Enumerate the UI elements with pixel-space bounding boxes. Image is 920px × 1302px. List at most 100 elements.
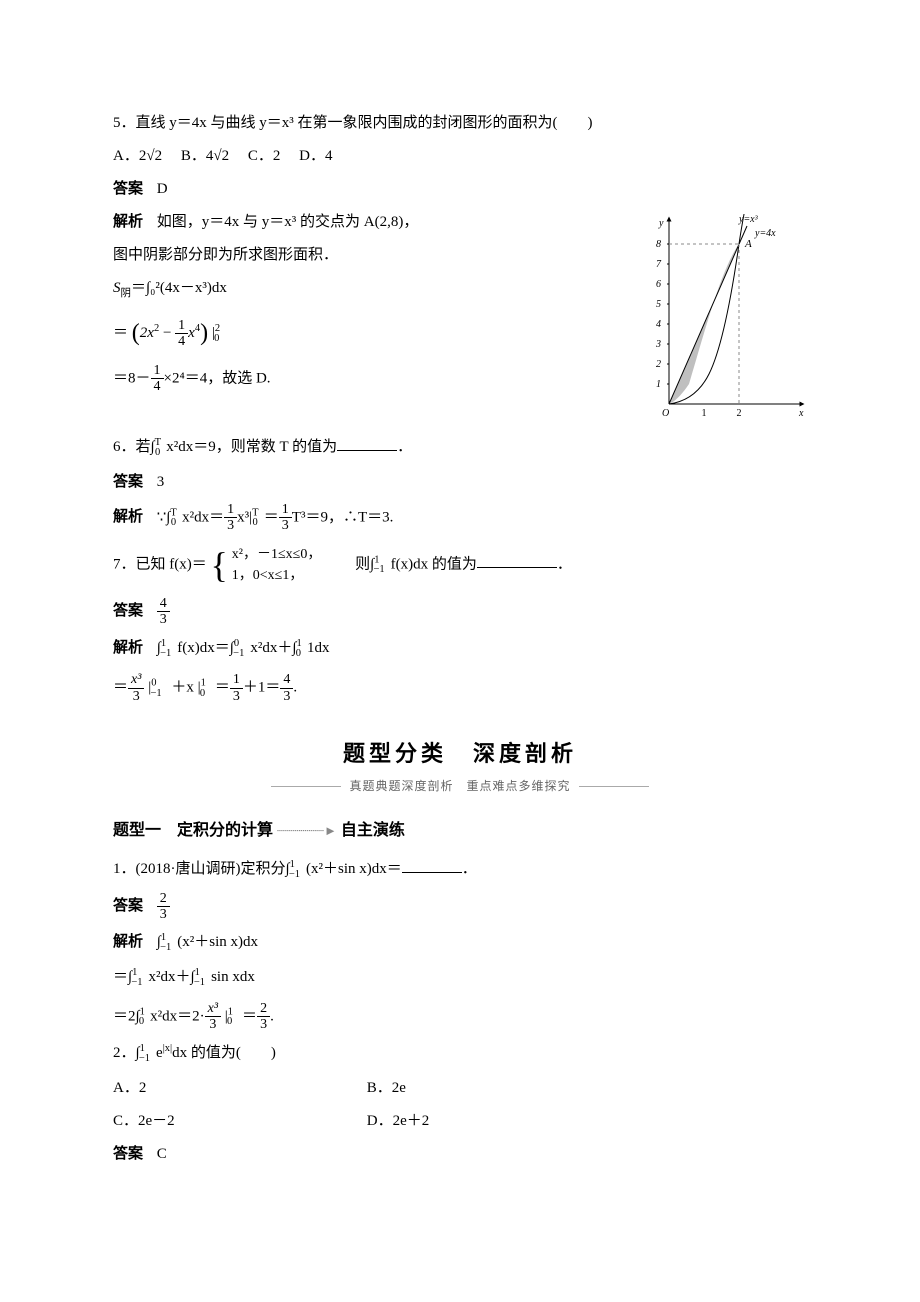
q7-line2: ＝x³3 |0−1 ＋x |10 ＝13＋1＝43. — [113, 672, 807, 704]
svg-text:y: y — [658, 218, 664, 229]
p2-c: dx 的值为( ) — [172, 1045, 276, 1061]
explain-label: 解析 — [113, 509, 143, 525]
l2d: ＝ — [211, 680, 230, 696]
f-den: 3 — [279, 518, 292, 533]
svg-text:1: 1 — [702, 408, 707, 419]
l2a: ＝ — [113, 680, 128, 696]
q7-sa: 则∫ — [355, 556, 374, 572]
case1: x²，－1≤x≤0， — [232, 547, 322, 562]
svg-text:2: 2 — [656, 359, 661, 370]
l2c: sin xdx — [211, 969, 255, 985]
q6-answer: 3 — [157, 474, 165, 490]
abs-exp: |x| — [163, 1043, 172, 1054]
p2-a: 2．∫ — [113, 1045, 140, 1061]
topic-label: 题型一 — [113, 822, 161, 839]
fn: 1 — [230, 672, 243, 688]
term-a: 2x — [140, 325, 154, 341]
svg-text:x: x — [798, 408, 804, 419]
b: −1 — [150, 688, 161, 699]
l2b: x²dx＋∫ — [149, 969, 195, 985]
svg-text:y=4x: y=4x — [754, 228, 776, 239]
svg-text:7: 7 — [656, 259, 662, 270]
frac-den: 4 — [175, 334, 188, 349]
p1-a: 1．(2018·唐山调研)定积分∫ — [113, 861, 290, 877]
p2-b: e — [156, 1045, 163, 1061]
p1-l2: ＝∫1−1x²dx＋∫1−1sin xdx — [113, 964, 807, 993]
b: 0 — [200, 688, 205, 699]
minus: − — [159, 325, 175, 341]
q5-options: A．2√2 B．4√2 C．2 D．4 — [113, 143, 807, 170]
calc-eq: ＝ — [113, 325, 128, 341]
term-b: x — [188, 325, 195, 341]
q6-text: 6．若∫T0x²dx＝9，则常数 T 的值为． — [113, 434, 807, 463]
q7-prefix: 7．已知 f(x)＝ — [113, 556, 207, 572]
fn: 4 — [280, 672, 293, 688]
topic1-row: 题型一 定积分的计算┈┈┈┈┈┈►自主演练 — [113, 817, 807, 846]
answer-label: 答案 — [113, 898, 143, 914]
e-e: T³＝9，∴T＝3. — [292, 509, 394, 525]
q7-sc: ． — [557, 556, 572, 572]
e-d: ＝ — [264, 509, 279, 525]
q6-explain-row: 解析 ∵∫T0x²dx＝13x³|T0＝13T³＝9，∴T＝3. — [113, 502, 807, 534]
fd: 3 — [230, 689, 243, 704]
b: −1 — [194, 977, 205, 988]
calc3-b: ×2⁴＝4，故选 D. — [164, 370, 271, 386]
topic-title: 定积分的计算 — [177, 822, 273, 839]
b: −1 — [289, 869, 300, 880]
answer-label: 答案 — [113, 1146, 143, 1162]
answer-label: 答案 — [113, 181, 143, 197]
l3d: ＝ — [238, 1008, 257, 1024]
q5-answer: D — [157, 181, 168, 197]
fd: 3 — [205, 1017, 221, 1032]
q6-c: ． — [397, 439, 412, 455]
svg-text:6: 6 — [656, 279, 661, 290]
frac-num: 1 — [175, 318, 188, 334]
b: −1 — [139, 1053, 150, 1064]
p2-optC: C．2e－2 — [113, 1108, 363, 1135]
explain-label: 解析 — [113, 214, 143, 230]
l3a: ＝2∫ — [113, 1008, 140, 1024]
p1-text: 1．(2018·唐山调研)定积分∫1−1(x²＋sin x)dx＝． — [113, 856, 807, 885]
p2-optD: D．2e＋2 — [367, 1108, 617, 1135]
p2-opts-row2: C．2e－2 D．2e＋2 — [113, 1108, 807, 1135]
l1b: f(x)dx＝∫ — [177, 640, 234, 656]
e-c: x³| — [237, 509, 252, 525]
svg-text:1: 1 — [656, 379, 661, 390]
i-b: −1 — [373, 564, 384, 575]
svg-text:A: A — [744, 238, 752, 250]
fd: 3 — [257, 1017, 270, 1032]
blank — [477, 554, 557, 568]
svg-text:8: 8 — [656, 239, 661, 250]
svg-text:4: 4 — [656, 319, 661, 330]
int-bot: 0 — [155, 447, 160, 458]
fd: 3 — [157, 907, 170, 922]
calc-body: ＝∫₀²(4x－x³)dx — [131, 280, 227, 296]
q5-optD: D．4 — [299, 148, 332, 164]
fd: 3 — [280, 689, 293, 704]
frac-den: 4 — [151, 379, 164, 394]
explain-label: 解析 — [113, 934, 143, 950]
p2-optB: B．2e — [367, 1075, 617, 1102]
l3e: . — [270, 1008, 274, 1024]
q7-explain-row: 解析 ∫1−1f(x)dx＝∫0−1x²dx＋∫101dx — [113, 635, 807, 664]
e-a: ∵∫ — [157, 509, 171, 525]
fd: 3 — [128, 689, 144, 704]
svg-text:3: 3 — [655, 339, 661, 350]
p1-l3: ＝2∫10x²dx＝2·x³3 |10 ＝23. — [113, 1001, 807, 1033]
l2e: ＋1＝ — [243, 680, 281, 696]
f-num: 1 — [279, 502, 292, 518]
q6-a: 6．若∫ — [113, 439, 155, 455]
l1d: 1dx — [307, 640, 330, 656]
b: 0 — [296, 648, 301, 659]
fn: x³ — [128, 672, 144, 688]
explain-label: 解析 — [113, 640, 143, 656]
q7-text: 7．已知 f(x)＝ { x²，－1≤x≤0， 1，0<x≤1， 则∫1−1f(… — [113, 544, 807, 586]
b: −1 — [233, 648, 244, 659]
b: 0 — [139, 1016, 144, 1027]
p2-answer-row: 答案 C — [113, 1141, 807, 1168]
p2-optA: A．2 — [113, 1075, 363, 1102]
fn: 2 — [157, 891, 170, 907]
l2f: . — [293, 680, 297, 696]
l2c: ＋x | — [168, 680, 201, 696]
b: −1 — [131, 977, 142, 988]
